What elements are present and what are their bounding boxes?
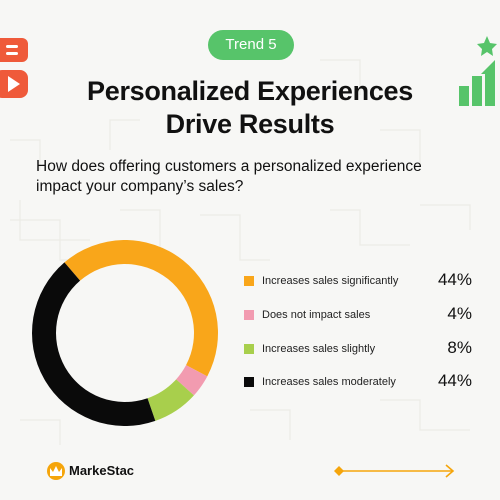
trend-badge: Trend 5 (208, 30, 294, 60)
legend-swatch (244, 276, 254, 286)
slice-significantly (64, 240, 218, 377)
legend-item-significantly: Increases sales significantly 44% (244, 270, 474, 291)
survey-question: How does offering customers a personaliz… (36, 158, 422, 195)
legend-value: 44% (437, 270, 472, 289)
legend-label: Increases sales significantly (262, 275, 399, 287)
legend-label: Increases sales moderately (262, 376, 396, 388)
slice-no-impact (176, 365, 208, 396)
legend-label: Increases sales slightly (262, 343, 376, 355)
donut-chart (32, 240, 218, 426)
legend-swatch (244, 344, 254, 354)
legend-item-slightly: Increases sales slightly 8% (244, 338, 474, 359)
slice-slightly (147, 379, 194, 421)
legend-value: 4% (447, 304, 472, 323)
slice-moderately (32, 262, 156, 426)
legend-value: 44% (437, 371, 472, 390)
legend-label: Does not impact sales (262, 309, 371, 321)
title-line-1: Personalized Experiences (87, 76, 413, 106)
legend-item-moderately: Increases sales moderately 44% (244, 371, 474, 392)
legend-item-no-impact: Does not impact sales 4% (244, 304, 474, 325)
markestac-logo-icon (47, 462, 65, 480)
legend-swatch (244, 310, 254, 320)
title-line-2: Drive Results (165, 109, 335, 139)
brand-name: MarkeStac (69, 463, 135, 478)
growth-chart-star-icon (455, 34, 500, 114)
legend-value: 8% (447, 338, 472, 357)
page-title: Personalized Experiences Drive Results (0, 75, 500, 141)
video-play-icon (0, 34, 30, 107)
double-arrow-icon (333, 463, 459, 484)
legend-swatch (244, 377, 254, 387)
